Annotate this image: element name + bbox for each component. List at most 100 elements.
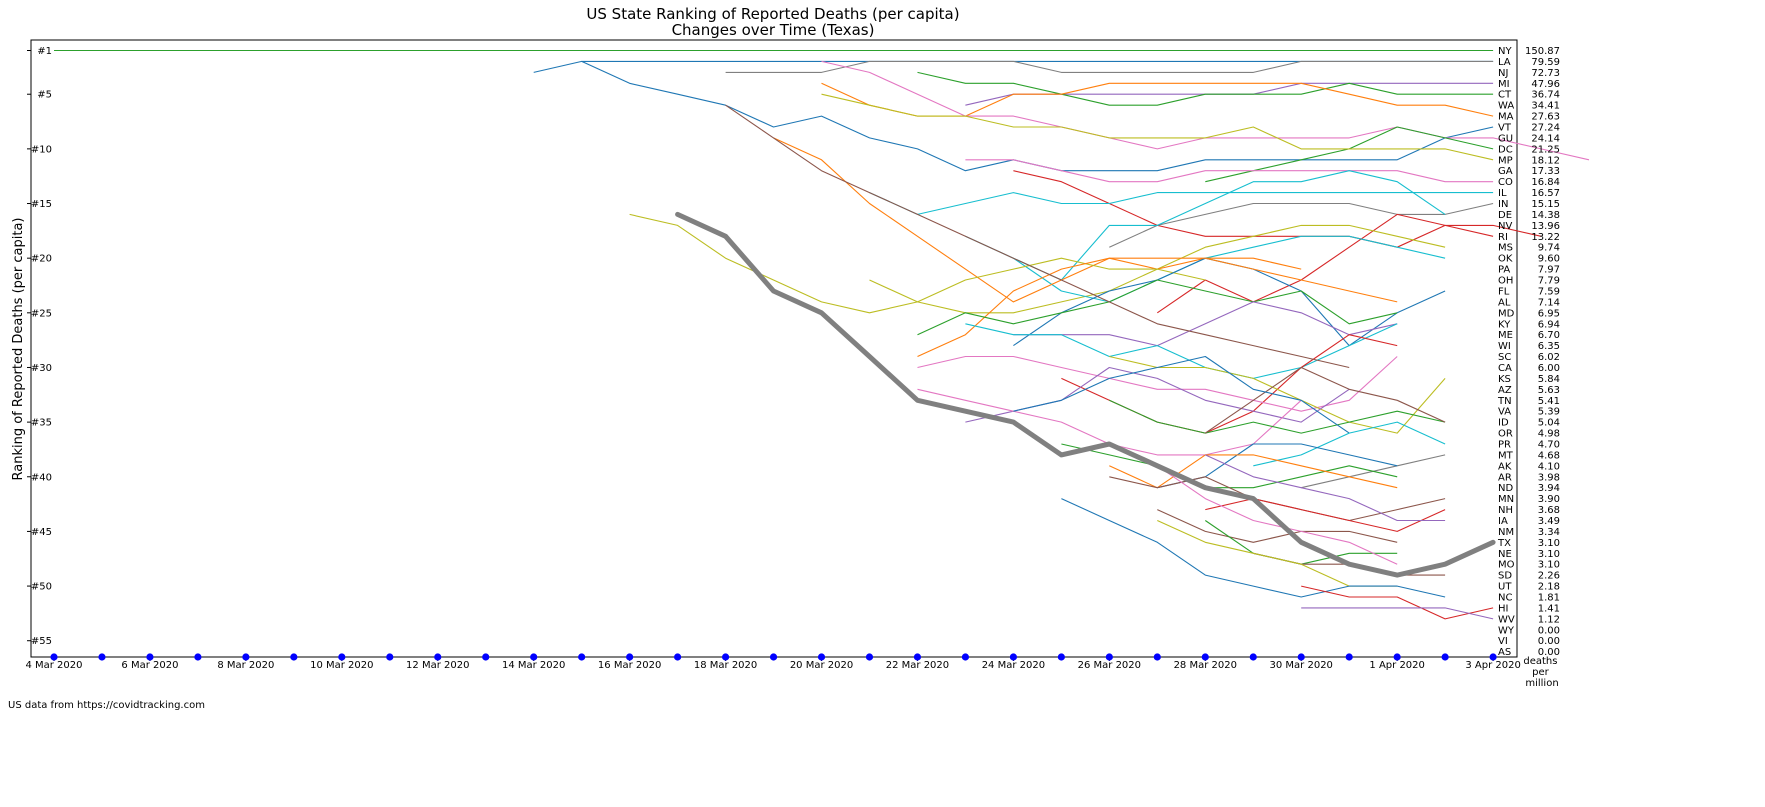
y-tick-label: #10 [31, 144, 52, 155]
state-code-label: OH [1498, 276, 1513, 287]
state-code-label: RI [1498, 232, 1508, 243]
zero-marker [578, 653, 586, 661]
series-line-ri [1156, 213, 1494, 314]
state-value-label: 9.60 [1538, 254, 1560, 265]
series-line-or [1013, 355, 1350, 434]
state-code-label: GA [1498, 166, 1513, 177]
state-code-label: LA [1498, 57, 1511, 68]
state-value-label: 5.39 [1538, 407, 1560, 418]
series-line-mn [1109, 476, 1446, 522]
zero-marker [386, 653, 394, 661]
state-code-label: AZ [1498, 385, 1512, 396]
state-code-label: PA [1498, 265, 1510, 276]
x-tick-label: 18 Mar 2020 [694, 660, 757, 671]
state-code-label: CO [1498, 177, 1513, 188]
state-value-label: 47.96 [1531, 79, 1560, 90]
state-value-label: 27.24 [1531, 123, 1560, 134]
series-line-oh [629, 213, 1206, 314]
x-tick-label: 6 Mar 2020 [121, 660, 178, 671]
state-code-label: MT [1498, 450, 1514, 461]
series-line-hi [1301, 585, 1494, 620]
state-code-label: OR [1498, 429, 1513, 440]
state-value-label: 5.41 [1538, 396, 1560, 407]
state-value-label: 4.98 [1538, 429, 1560, 440]
series-line-dc [821, 93, 1494, 161]
state-value-label: 0.00 [1538, 647, 1560, 658]
state-code-label: CA [1498, 363, 1512, 374]
y-tick-label: #20 [31, 254, 52, 265]
y-tick-label: #50 [31, 582, 52, 593]
series-line-pr [1253, 421, 1446, 467]
x-ticks: 4 Mar 2020 6 Mar 2020 8 Mar 2020 10 Mar 202… [25, 657, 1521, 671]
y-tick-label: #25 [31, 308, 52, 319]
y-tick-label: #30 [31, 363, 52, 374]
state-code-label: ID [1498, 418, 1509, 429]
zero-markers [50, 653, 1497, 661]
series-line-ca [725, 104, 1350, 369]
state-code-label: GU [1498, 133, 1513, 144]
state-value-label: 7.79 [1538, 276, 1560, 287]
state-value-label: 3.94 [1538, 483, 1560, 494]
series-line-gu [1205, 126, 1494, 183]
y-tick-label: #45 [31, 527, 52, 538]
x-tick-label: 1 Apr 2020 [1369, 660, 1424, 671]
state-value-label: 5.63 [1538, 385, 1560, 396]
y-tick-label: #1 [37, 46, 52, 57]
zero-marker [98, 653, 106, 661]
zero-marker [1441, 653, 1449, 661]
zero-marker [1297, 653, 1305, 661]
state-value-label: 9.74 [1538, 243, 1560, 254]
state-code-label: DC [1498, 144, 1513, 155]
zero-marker [817, 653, 826, 661]
series-line-wv [1301, 607, 1494, 620]
x-tick-label: 10 Mar 2020 [310, 660, 373, 671]
state-code-label: KS [1498, 374, 1511, 385]
state-code-label: NH [1498, 505, 1513, 516]
state-value-label: 3.10 [1538, 549, 1560, 560]
zero-marker [1393, 653, 1401, 661]
final-ranking-labels: NY 150.87 LA 79.59 NJ 72.73 MI 47.96 CT 36.74 WA 34… [1497, 46, 1560, 658]
state-value-label: 3.49 [1538, 516, 1560, 527]
series-line-me [965, 323, 1398, 379]
zero-marker [194, 653, 202, 661]
zero-marker [290, 653, 298, 661]
y-tick-label: #5 [37, 90, 52, 101]
series-line-ct [917, 71, 1494, 106]
series-line-id [1204, 366, 1446, 434]
zero-marker [674, 653, 682, 661]
state-value-label: 3.98 [1538, 472, 1560, 483]
y-tick-label: #55 [31, 636, 52, 647]
state-code-label: VI [1498, 636, 1508, 647]
zero-marker [338, 653, 346, 661]
zero-marker [1009, 653, 1018, 661]
state-value-label: 72.73 [1531, 68, 1560, 79]
x-tick-label: 22 Mar 2020 [886, 660, 949, 671]
state-value-label: 34.41 [1531, 101, 1560, 112]
state-value-label: 6.35 [1538, 341, 1560, 352]
x-tick-label: 28 Mar 2020 [1174, 660, 1237, 671]
state-code-label: IA [1498, 516, 1508, 527]
state-value-label: 4.70 [1538, 439, 1560, 450]
state-value-label: 6.95 [1538, 308, 1560, 319]
series-line-wi [1061, 334, 1398, 434]
state-value-label: 24.14 [1531, 133, 1560, 144]
zero-marker [1489, 653, 1497, 661]
state-value-label: 4.68 [1538, 450, 1560, 461]
state-value-label: 0.00 [1538, 625, 1560, 636]
state-value-label: 16.84 [1531, 177, 1560, 188]
state-value-label: 3.10 [1538, 560, 1560, 571]
state-code-label: IL [1498, 188, 1507, 199]
series-line-nd [1109, 454, 1398, 489]
zero-marker [434, 653, 442, 661]
series-line-ks [1109, 355, 1446, 434]
state-code-label: MN [1498, 494, 1514, 505]
zero-marker [530, 653, 538, 661]
state-code-label: OK [1498, 254, 1513, 265]
state-code-label: MA [1498, 112, 1514, 123]
zero-marker [961, 653, 970, 661]
state-code-label: KY [1498, 319, 1511, 330]
y-tick-label: #35 [31, 418, 52, 429]
source-note: US data from https://covidtracking.com [8, 700, 205, 711]
x-tick-label: 3 Apr 2020 [1465, 660, 1520, 671]
state-code-label: NC [1498, 593, 1512, 604]
